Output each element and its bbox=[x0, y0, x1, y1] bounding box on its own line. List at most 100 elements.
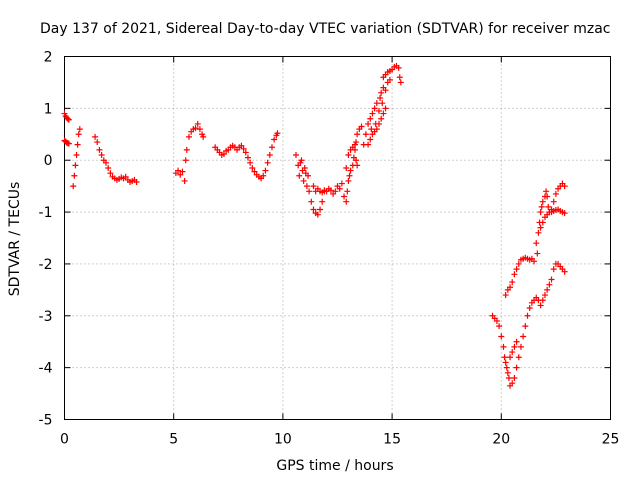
data-point bbox=[262, 167, 269, 174]
data-point bbox=[548, 276, 555, 283]
data-point bbox=[377, 94, 384, 101]
data-point bbox=[98, 152, 105, 159]
data-point bbox=[515, 354, 522, 361]
data-point bbox=[368, 126, 375, 133]
data-point bbox=[192, 125, 199, 132]
data-point bbox=[513, 364, 520, 371]
data-point bbox=[75, 131, 82, 138]
data-point bbox=[397, 79, 404, 86]
data-point bbox=[513, 266, 520, 273]
y-tick-label: -2 bbox=[39, 257, 53, 273]
data-point bbox=[535, 229, 542, 236]
data-point bbox=[70, 183, 77, 190]
data-points bbox=[61, 62, 568, 389]
data-point bbox=[561, 210, 568, 217]
data-point bbox=[351, 141, 358, 148]
data-point bbox=[365, 141, 372, 148]
y-tick-label: 2 bbox=[44, 50, 53, 66]
data-point bbox=[343, 164, 350, 171]
data-point bbox=[194, 120, 201, 127]
data-point bbox=[524, 312, 531, 319]
data-point bbox=[515, 260, 522, 267]
y-tick-label: 0 bbox=[44, 153, 53, 169]
data-point bbox=[303, 183, 310, 190]
data-point bbox=[526, 305, 533, 312]
data-point bbox=[503, 364, 510, 371]
data-point bbox=[505, 375, 512, 382]
plot-frame bbox=[64, 56, 611, 420]
data-point bbox=[64, 115, 71, 122]
grid bbox=[64, 56, 611, 420]
data-point bbox=[513, 338, 520, 345]
data-point bbox=[308, 198, 315, 205]
data-point bbox=[71, 172, 78, 179]
data-point bbox=[271, 136, 278, 143]
data-point bbox=[96, 146, 103, 153]
data-point bbox=[493, 317, 500, 324]
data-point bbox=[105, 164, 112, 171]
data-point bbox=[196, 126, 203, 133]
data-point bbox=[500, 343, 507, 350]
data-point bbox=[520, 333, 527, 340]
data-point bbox=[362, 131, 369, 138]
data-point bbox=[511, 343, 518, 350]
data-point bbox=[382, 87, 389, 94]
data-point bbox=[498, 333, 505, 340]
data-point bbox=[293, 152, 300, 159]
data-point bbox=[200, 133, 207, 140]
data-point bbox=[65, 116, 72, 123]
data-point bbox=[504, 369, 511, 376]
data-point bbox=[306, 188, 313, 195]
data-point bbox=[396, 74, 403, 81]
data-point bbox=[298, 157, 305, 164]
data-point bbox=[266, 152, 273, 159]
data-point bbox=[378, 115, 385, 122]
data-point bbox=[74, 141, 81, 148]
data-point bbox=[386, 76, 393, 83]
data-point bbox=[502, 292, 509, 299]
data-point bbox=[338, 180, 345, 187]
y-tick-label: -3 bbox=[39, 309, 53, 325]
data-point bbox=[314, 211, 321, 218]
x-tick-label: 15 bbox=[383, 432, 401, 448]
data-point bbox=[501, 354, 508, 361]
data-point bbox=[260, 172, 267, 179]
data-point bbox=[534, 250, 541, 257]
data-point bbox=[264, 159, 271, 166]
data-point bbox=[539, 219, 546, 226]
data-point bbox=[541, 292, 548, 299]
data-point bbox=[346, 172, 353, 179]
data-point bbox=[244, 154, 251, 161]
data-point bbox=[354, 131, 361, 138]
data-point bbox=[249, 164, 256, 171]
data-point bbox=[502, 359, 509, 366]
data-point bbox=[107, 170, 114, 177]
data-point bbox=[344, 188, 351, 195]
data-point bbox=[301, 164, 308, 171]
data-point bbox=[544, 286, 551, 293]
data-point bbox=[341, 193, 348, 200]
data-point bbox=[537, 224, 544, 231]
chart-title: Day 137 of 2021, Sidereal Day-to-day VTE… bbox=[40, 21, 610, 37]
data-point bbox=[73, 152, 80, 159]
data-point bbox=[332, 188, 339, 195]
y-tick-label: -1 bbox=[39, 205, 53, 221]
data-point bbox=[561, 268, 568, 275]
data-point bbox=[251, 168, 258, 175]
data-point bbox=[240, 145, 247, 152]
data-point bbox=[102, 159, 109, 166]
data-point bbox=[509, 349, 516, 356]
x-tick-label: 20 bbox=[492, 432, 510, 448]
data-point bbox=[65, 140, 72, 147]
data-point bbox=[183, 146, 190, 153]
data-point bbox=[220, 150, 227, 157]
y-tick-label: -4 bbox=[39, 361, 53, 377]
data-point bbox=[343, 198, 350, 205]
data-point bbox=[507, 354, 514, 361]
data-point bbox=[382, 105, 389, 112]
data-point bbox=[238, 142, 245, 149]
data-point bbox=[539, 297, 546, 304]
data-point bbox=[371, 105, 378, 112]
data-point bbox=[182, 157, 189, 164]
data-point bbox=[380, 110, 387, 117]
